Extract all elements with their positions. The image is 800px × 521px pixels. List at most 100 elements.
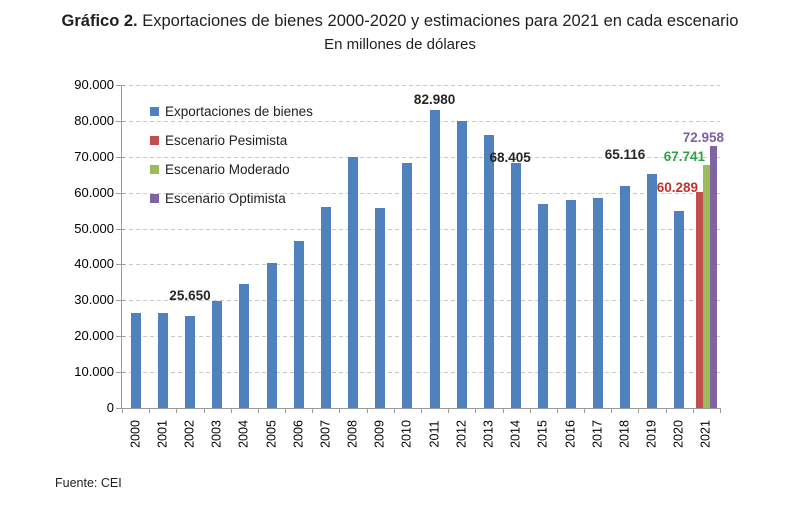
bar-2021-escenario-moderado <box>702 165 710 408</box>
legend-item-optimista: Escenario Optimista <box>150 184 313 213</box>
gridline-80000 <box>122 120 720 122</box>
x-tick <box>257 408 259 413</box>
x-axis-label-2019: 2019 <box>644 420 659 448</box>
bar-2007 <box>320 207 331 408</box>
data-label-82.980: 82.980 <box>413 92 456 107</box>
legend-marker-green-icon <box>150 165 159 174</box>
x-axis-label-2018: 2018 <box>617 420 632 448</box>
bar-2000 <box>130 313 141 408</box>
y-axis-label-30.000: 30.000 <box>74 292 114 308</box>
x-tick <box>366 408 368 413</box>
x-axis-label-2016: 2016 <box>563 420 577 448</box>
y-axis-label-60.000: 60.000 <box>74 184 114 200</box>
bar-2019 <box>647 174 658 408</box>
y-tick-50.000 <box>116 228 125 230</box>
bar-2021-escenario-optimista <box>709 146 717 408</box>
chart-title: Gráfico 2. Exportaciones de bienes 2000-… <box>0 12 800 31</box>
legend-marker-blue-icon <box>150 107 159 116</box>
bar-2012 <box>456 121 467 408</box>
y-axis-label-90.000: 90.000 <box>74 77 114 92</box>
x-tick <box>720 408 721 413</box>
x-axis-label-2001: 2001 <box>155 420 170 448</box>
x-tick <box>203 408 205 413</box>
x-axis-label-2020: 2020 <box>671 420 686 448</box>
bar-2018 <box>619 186 630 408</box>
bar-2013 <box>483 135 494 408</box>
x-axis-label-2003: 2003 <box>209 420 224 448</box>
x-axis-label-2017: 2017 <box>590 420 605 448</box>
x-axis-label-2005: 2005 <box>264 420 278 448</box>
data-label-67.741: 67.741 <box>663 149 706 164</box>
x-tick <box>692 408 694 413</box>
x-axis-label-2008: 2008 <box>345 420 360 448</box>
y-axis-label-40.000: 40.000 <box>74 256 114 272</box>
x-axis-label-2013: 2013 <box>481 420 496 448</box>
y-axis <box>121 85 122 409</box>
x-tick <box>312 408 314 413</box>
gridline-70000 <box>122 156 720 158</box>
x-tick <box>448 408 450 413</box>
x-tick <box>556 408 558 413</box>
x-tick <box>584 408 586 413</box>
y-tick-60.000 <box>116 192 125 194</box>
legend-label: Escenario Moderado <box>165 162 290 177</box>
bar-2011 <box>429 110 440 408</box>
x-tick <box>502 408 504 413</box>
x-tick <box>339 408 341 413</box>
bar-2014 <box>511 163 522 408</box>
bar-2006 <box>293 241 304 408</box>
legend-label: Exportaciones de bienes <box>165 104 313 119</box>
data-label-65.116: 65.116 <box>604 147 646 162</box>
bar-2004 <box>239 284 250 408</box>
x-tick <box>176 408 178 413</box>
x-tick <box>529 408 531 413</box>
y-tick-40.000 <box>116 264 125 266</box>
x-tick <box>665 408 667 413</box>
legend-label: Escenario Optimista <box>165 191 286 206</box>
x-tick <box>149 408 151 413</box>
x-axis-label-2012: 2012 <box>454 420 469 448</box>
x-axis-label-2014: 2014 <box>508 420 523 448</box>
bar-2015 <box>538 204 549 408</box>
x-axis-label-2000: 2000 <box>128 420 143 448</box>
y-tick-30.000 <box>116 300 125 302</box>
gridline-30000 <box>122 300 720 302</box>
bar-2009 <box>375 208 386 408</box>
bar-2016 <box>565 200 576 408</box>
bar-2008 <box>348 157 359 408</box>
legend-label: Escenario Pesimista <box>165 133 288 148</box>
x-tick <box>475 408 477 413</box>
y-tick-10.000 <box>116 372 125 374</box>
y-axis-label-20.000: 20.000 <box>74 328 114 344</box>
gridline-60000 <box>122 192 720 194</box>
x-axis-label-2021: 2021 <box>698 420 713 448</box>
x-tick <box>393 408 395 413</box>
gridline-40000 <box>122 264 720 266</box>
chart-subtitle: En millones de dólares <box>324 36 476 53</box>
bar-2010 <box>402 163 413 408</box>
legend-marker-red-icon <box>150 136 159 145</box>
y-tick-20.000 <box>116 336 125 338</box>
legend-item-pesimista: Escenario Pesimista <box>150 126 313 155</box>
chart-title-text: Exportaciones de bienes 2000-2020 y esti… <box>137 12 739 30</box>
bar-2003 <box>212 301 223 408</box>
source-note: Fuente: CEI <box>55 476 122 490</box>
bar-2020 <box>674 211 685 408</box>
y-tick-0 <box>116 408 125 409</box>
x-axis <box>117 408 720 409</box>
x-tick <box>285 408 287 413</box>
chart-title-prefix: Gráfico 2. <box>61 12 138 30</box>
bar-2017 <box>592 198 603 408</box>
x-axis-label-2011: 2011 <box>427 420 442 448</box>
bar-2002 <box>184 316 195 408</box>
legend-item-moderado: Escenario Moderado <box>150 155 313 184</box>
data-label-60.289: 60.289 <box>656 180 699 195</box>
x-axis-label-2015: 2015 <box>535 420 550 448</box>
x-tick <box>230 408 232 413</box>
legend: Exportaciones de bienes Escenario Pesimi… <box>150 97 313 213</box>
x-axis-label-2006: 2006 <box>291 420 306 448</box>
data-label-25.650: 25.650 <box>169 288 211 303</box>
y-axis-label-70.000: 70.000 <box>74 148 114 164</box>
